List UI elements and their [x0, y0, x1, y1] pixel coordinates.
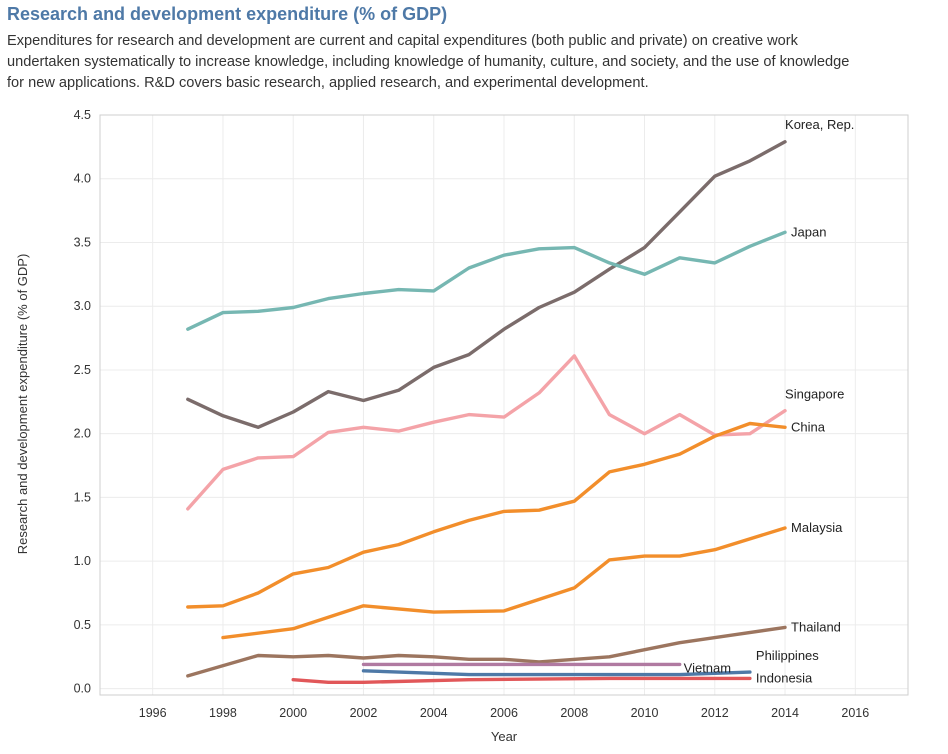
- x-tick-label: 1996: [139, 706, 167, 720]
- y-tick-label: 0.0: [74, 682, 91, 696]
- series-labels: Korea, Rep. Japan Singapore China Malaysia Th…: [684, 117, 855, 686]
- y-tick-label: 0.5: [74, 618, 91, 632]
- x-tick-label: 2016: [841, 706, 869, 720]
- series-line-indonesia: [291, 676, 752, 684]
- series-label-indonesia: Indonesia: [756, 670, 813, 685]
- description-line-2: undertaken systematically to increase kn…: [7, 54, 850, 70]
- series-label-japan: Japan: [791, 224, 826, 239]
- y-tick-label: 2.0: [74, 427, 91, 441]
- series-label-philippines: Philippines: [756, 648, 819, 663]
- y-tick-label: 3.0: [74, 299, 91, 313]
- series-line-malaysia: [221, 526, 787, 640]
- plot-frame: [99, 114, 909, 696]
- series-label-singapore: Singapore: [785, 387, 844, 402]
- y-tick-label: 1.5: [74, 490, 91, 504]
- series-label-vietnam: Vietnam: [684, 660, 731, 675]
- series-label-malaysia: Malaysia: [791, 520, 843, 535]
- y-tick-label: 1.0: [74, 554, 91, 568]
- x-axis-label: Year: [491, 729, 518, 744]
- series-line-korea-rep: [186, 140, 787, 429]
- grid-lines: [100, 114, 908, 695]
- series-line-philippines: [361, 669, 752, 677]
- x-tick-label: 2008: [560, 706, 588, 720]
- x-tick-label: 2014: [771, 706, 799, 720]
- y-tick-label: 4.0: [74, 172, 91, 186]
- description-line-3: for new applications. R&D covers basic r…: [7, 75, 649, 91]
- x-tick-label: 1998: [209, 706, 237, 720]
- y-tick-label: 4.5: [74, 108, 91, 122]
- series-lines: [186, 140, 787, 684]
- chart-description: Expenditures for research and developmen…: [7, 31, 947, 94]
- x-tick-label: 2002: [350, 706, 378, 720]
- x-tick-label: 2000: [279, 706, 307, 720]
- x-tick-label: 2010: [631, 706, 659, 720]
- series-line-japan: [186, 230, 787, 331]
- x-tick-label: 2004: [420, 706, 448, 720]
- x-tick-label: 2012: [701, 706, 729, 720]
- series-label-china: China: [791, 419, 826, 434]
- series-label-korea-rep: Korea, Rep.: [785, 117, 854, 132]
- series-line-thailand: [186, 625, 787, 678]
- y-tick-label: 2.5: [74, 363, 91, 377]
- series-line-china: [186, 421, 787, 609]
- series-label-thailand: Thailand: [791, 619, 841, 634]
- x-tick-label: 2006: [490, 706, 518, 720]
- y-axis-label: Research and development expenditure (% …: [15, 254, 30, 555]
- page-title: Research and development expenditure (% …: [7, 4, 448, 24]
- description-line-1: Expenditures for research and developmen…: [7, 33, 798, 49]
- series-line-singapore: [186, 354, 787, 511]
- y-tick-label: 3.5: [74, 235, 91, 249]
- axis-ticks: 0.0 0.5 1.0 1.5 2.0 2.5 3.0 3.5 4.0 4.5 1996 1998 20…: [74, 108, 870, 720]
